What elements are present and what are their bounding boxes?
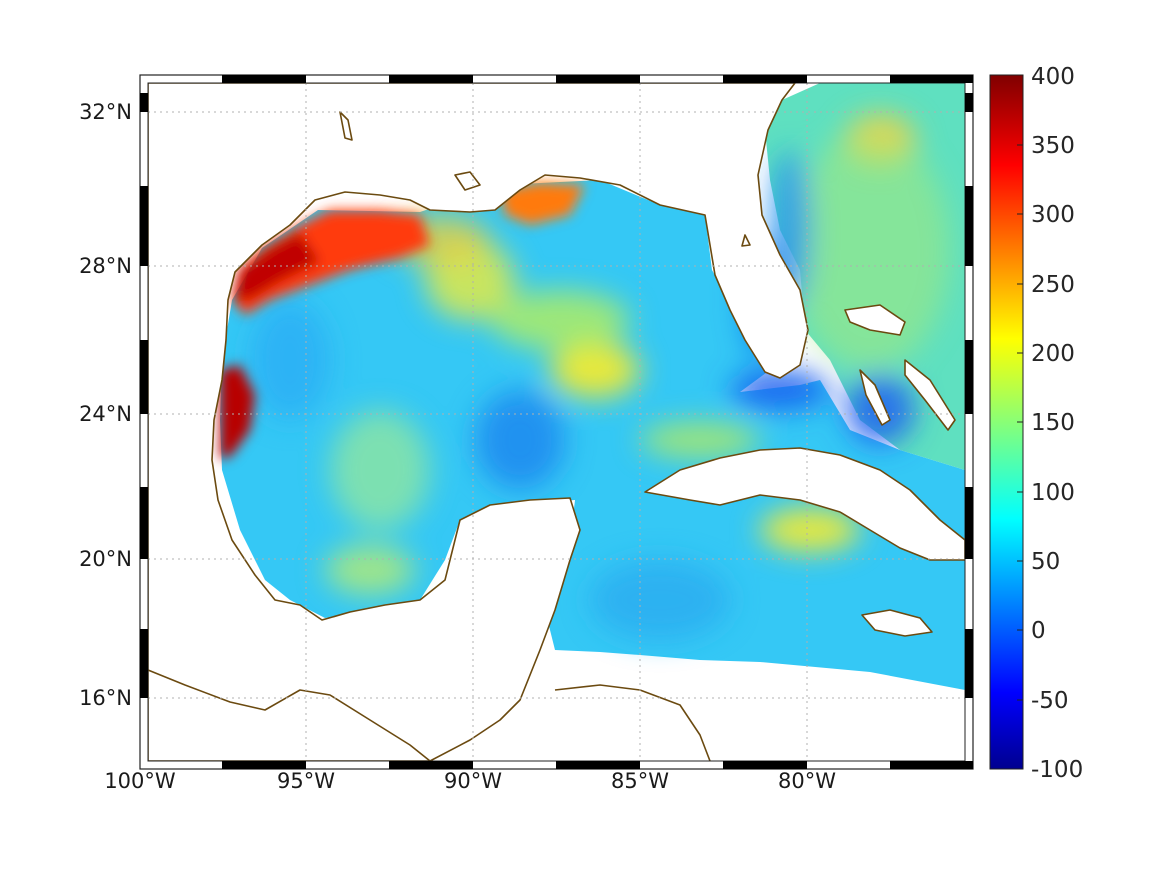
colorbar-tick-label: 350 <box>1031 133 1075 159</box>
land-bahamas <box>844 304 906 336</box>
warm-band-mexico-coast <box>220 365 255 460</box>
lat-tick-label: 16°N <box>79 686 132 710</box>
warm-eddy-central <box>550 342 640 398</box>
warm-band-texas-shelf <box>232 210 430 315</box>
colorbar-tick-label: 300 <box>1031 202 1075 228</box>
colorbar-tick-label: 0 <box>1031 618 1046 644</box>
graticule <box>148 83 965 761</box>
colorbar-tick-label: 150 <box>1031 410 1075 436</box>
land-jamaica <box>861 609 933 637</box>
lon-tick-label: 80°W <box>778 769 836 793</box>
colorbar-tick-label: 200 <box>1031 341 1075 367</box>
colorbar-tick-label: 100 <box>1031 480 1075 506</box>
lon-tick-label: 95°W <box>277 769 335 793</box>
lon-tick-label: 85°W <box>611 769 669 793</box>
colorbar-tick-label: 50 <box>1031 549 1060 575</box>
map-frame <box>139 74 974 770</box>
lat-tick-labels: 32°N 28°N 24°N 20°N 16°N <box>79 100 132 710</box>
warm-band-mississippi <box>500 182 585 225</box>
lon-tick-label: 100°W <box>104 769 176 793</box>
lat-tick-label: 32°N <box>79 100 132 124</box>
colorbar-tick-label: -50 <box>1031 688 1069 714</box>
lon-tick-label: 90°W <box>444 769 502 793</box>
lon-tick-labels: 100°W 95°W 90°W 85°W 80°W <box>104 769 836 793</box>
land-cuba <box>644 447 965 561</box>
lat-tick-label: 28°N <box>79 254 132 278</box>
lat-tick-label: 20°N <box>79 547 132 571</box>
lat-tick-label: 24°N <box>79 402 132 426</box>
land-central-america <box>148 669 431 761</box>
sea-field <box>220 83 965 690</box>
land-north-america <box>148 83 809 761</box>
coastlines <box>148 83 965 761</box>
colorbar-tick-label: -100 <box>1031 757 1083 783</box>
colorbar: 400 350 300 250 200 150 100 50 0 -50 -10… <box>989 64 1083 783</box>
colorbar-tick-label: 250 <box>1031 272 1075 298</box>
colorbar-tick-label: 400 <box>1031 64 1075 90</box>
